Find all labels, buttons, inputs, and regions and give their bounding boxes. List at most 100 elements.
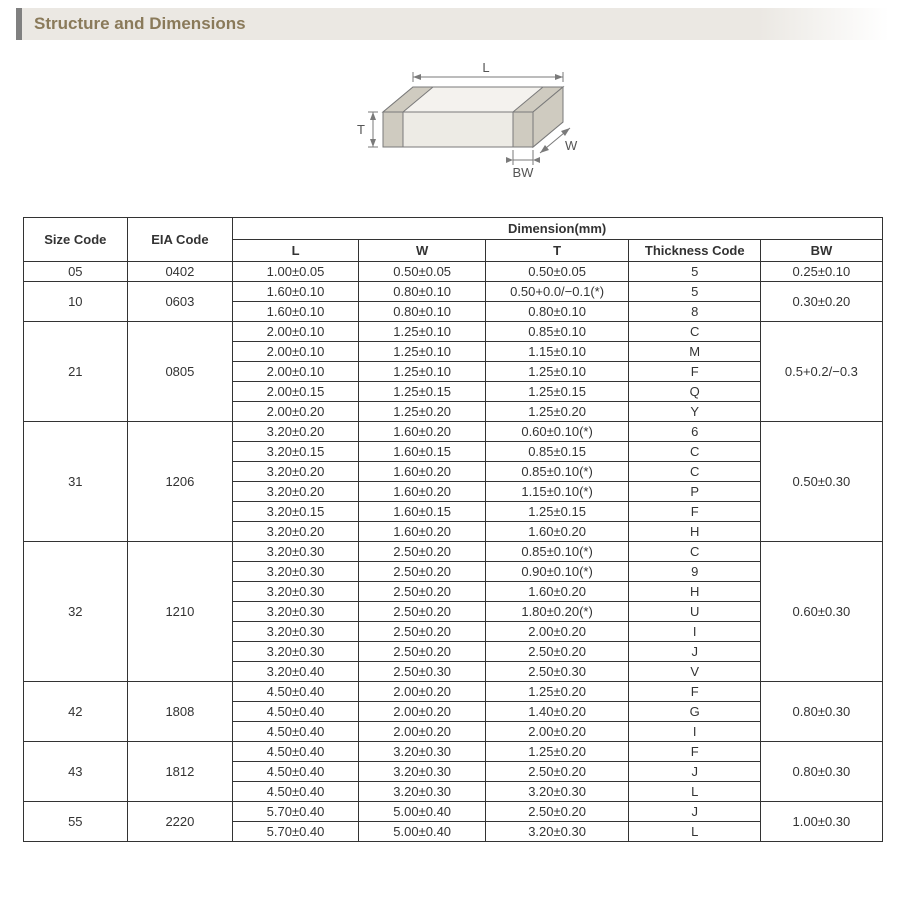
cell-eia-code: 1812 — [128, 742, 233, 802]
cell-W: 2.50±0.20 — [359, 582, 486, 602]
cell-L: 3.20±0.30 — [232, 562, 359, 582]
cell-thickness-code: V — [629, 662, 761, 682]
cell-size-code: 43 — [23, 742, 128, 802]
cell-T: 3.20±0.30 — [486, 782, 629, 802]
table-row: 2108052.00±0.101.25±0.100.85±0.10C0.5+0.… — [23, 322, 882, 342]
cell-W: 1.60±0.20 — [359, 482, 486, 502]
cell-L: 2.00±0.10 — [232, 362, 359, 382]
cell-thickness-code: F — [629, 362, 761, 382]
cell-T: 1.60±0.20 — [486, 522, 629, 542]
cell-thickness-code: F — [629, 682, 761, 702]
cell-T: 1.25±0.15 — [486, 382, 629, 402]
th-T: T — [486, 240, 629, 262]
cell-size-code: 32 — [23, 542, 128, 682]
cell-L: 2.00±0.20 — [232, 402, 359, 422]
cell-L: 2.00±0.15 — [232, 382, 359, 402]
cell-size-code: 55 — [23, 802, 128, 842]
cell-L: 4.50±0.40 — [232, 742, 359, 762]
cell-thickness-code: J — [629, 642, 761, 662]
cell-bw: 0.25±0.10 — [761, 262, 882, 282]
cell-T: 0.85±0.10(*) — [486, 462, 629, 482]
cell-T: 2.50±0.30 — [486, 662, 629, 682]
cell-W: 1.60±0.15 — [359, 442, 486, 462]
cell-W: 1.25±0.10 — [359, 362, 486, 382]
cell-thickness-code: 5 — [629, 262, 761, 282]
cell-L: 2.00±0.10 — [232, 322, 359, 342]
cell-L: 3.20±0.30 — [232, 622, 359, 642]
cell-thickness-code: C — [629, 462, 761, 482]
cell-L: 4.50±0.40 — [232, 702, 359, 722]
cell-thickness-code: Q — [629, 382, 761, 402]
cell-T: 2.00±0.20 — [486, 622, 629, 642]
cell-bw: 0.80±0.30 — [761, 682, 882, 742]
table-row: 0504021.00±0.050.50±0.050.50±0.0550.25±0… — [23, 262, 882, 282]
cell-W: 0.80±0.10 — [359, 282, 486, 302]
cell-thickness-code: J — [629, 762, 761, 782]
cell-T: 1.15±0.10(*) — [486, 482, 629, 502]
cell-eia-code: 1210 — [128, 542, 233, 682]
cell-L: 3.20±0.20 — [232, 462, 359, 482]
cell-thickness-code: 6 — [629, 422, 761, 442]
diagram-label-W: W — [565, 138, 578, 153]
table-row: 3112063.20±0.201.60±0.200.60±0.10(*)60.5… — [23, 422, 882, 442]
th-size-code: Size Code — [23, 218, 128, 262]
cell-W: 2.50±0.20 — [359, 602, 486, 622]
cell-thickness-code: 5 — [629, 282, 761, 302]
cell-W: 0.80±0.10 — [359, 302, 486, 322]
cell-L: 3.20±0.30 — [232, 582, 359, 602]
th-eia-code: EIA Code — [128, 218, 233, 262]
cell-size-code: 31 — [23, 422, 128, 542]
cell-T: 1.40±0.20 — [486, 702, 629, 722]
cell-T: 0.80±0.10 — [486, 302, 629, 322]
cell-thickness-code: G — [629, 702, 761, 722]
cell-L: 3.20±0.15 — [232, 442, 359, 462]
table-row: 5522205.70±0.405.00±0.402.50±0.20J1.00±0… — [23, 802, 882, 822]
cell-T: 2.00±0.20 — [486, 722, 629, 742]
cell-T: 0.50+0.0/−0.1(*) — [486, 282, 629, 302]
cell-eia-code: 1808 — [128, 682, 233, 742]
cell-L: 1.00±0.05 — [232, 262, 359, 282]
cell-eia-code: 0603 — [128, 282, 233, 322]
cell-size-code: 21 — [23, 322, 128, 422]
table-row: 1006031.60±0.100.80±0.100.50+0.0/−0.1(*)… — [23, 282, 882, 302]
cell-thickness-code: L — [629, 822, 761, 842]
cell-L: 3.20±0.20 — [232, 482, 359, 502]
cell-W: 2.50±0.20 — [359, 542, 486, 562]
section-header: Structure and Dimensions — [16, 8, 889, 40]
cell-W: 1.60±0.20 — [359, 462, 486, 482]
cell-T: 1.60±0.20 — [486, 582, 629, 602]
diagram-label-T: T — [357, 122, 365, 137]
cell-thickness-code: 8 — [629, 302, 761, 322]
cell-L: 3.20±0.15 — [232, 502, 359, 522]
cell-W: 3.20±0.30 — [359, 742, 486, 762]
cell-eia-code: 0402 — [128, 262, 233, 282]
cell-bw: 0.80±0.30 — [761, 742, 882, 802]
cell-thickness-code: C — [629, 542, 761, 562]
cell-size-code: 05 — [23, 262, 128, 282]
cell-T: 0.50±0.05 — [486, 262, 629, 282]
cell-W: 5.00±0.40 — [359, 802, 486, 822]
cell-L: 5.70±0.40 — [232, 802, 359, 822]
cell-T: 1.15±0.10 — [486, 342, 629, 362]
dimensions-table: Size Code EIA Code Dimension(mm) L W T T… — [23, 217, 883, 842]
cell-eia-code: 2220 — [128, 802, 233, 842]
th-W: W — [359, 240, 486, 262]
cell-T: 1.25±0.15 — [486, 502, 629, 522]
cell-L: 1.60±0.10 — [232, 302, 359, 322]
cell-L: 4.50±0.40 — [232, 762, 359, 782]
cell-W: 2.50±0.20 — [359, 642, 486, 662]
cell-L: 3.20±0.30 — [232, 542, 359, 562]
th-BW: BW — [761, 240, 882, 262]
cell-W: 1.60±0.20 — [359, 422, 486, 442]
cell-W: 1.25±0.20 — [359, 402, 486, 422]
cell-L: 2.00±0.10 — [232, 342, 359, 362]
cell-size-code: 10 — [23, 282, 128, 322]
cell-thickness-code: C — [629, 322, 761, 342]
cell-thickness-code: I — [629, 622, 761, 642]
cell-L: 3.20±0.20 — [232, 522, 359, 542]
cell-thickness-code: U — [629, 602, 761, 622]
cell-thickness-code: Y — [629, 402, 761, 422]
table-body: 0504021.00±0.050.50±0.050.50±0.0550.25±0… — [23, 262, 882, 842]
cell-T: 3.20±0.30 — [486, 822, 629, 842]
cell-thickness-code: J — [629, 802, 761, 822]
